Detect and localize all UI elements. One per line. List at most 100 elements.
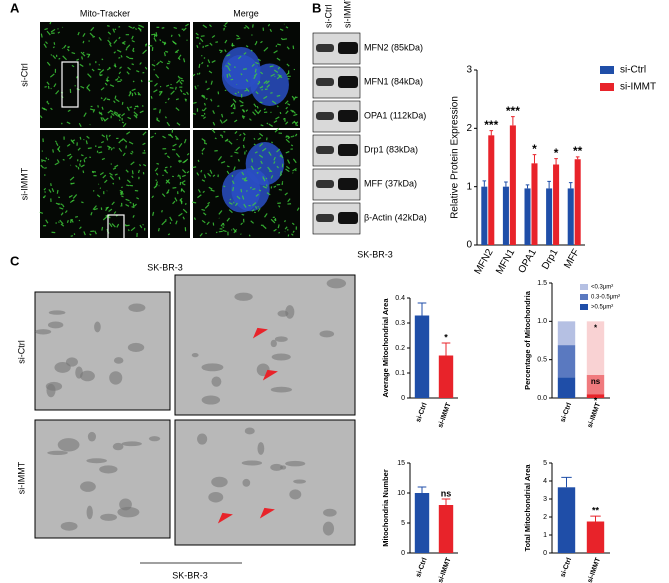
mitochondrion	[182, 93, 186, 96]
arrow	[252, 327, 268, 339]
mitochondrion	[60, 203, 63, 206]
mitochondrion	[269, 28, 273, 33]
mitochondrion	[126, 179, 131, 184]
mitochondrion	[233, 119, 238, 123]
mitochondrion	[45, 219, 49, 224]
mitochondrion	[131, 88, 136, 92]
organelle	[201, 395, 221, 405]
mitochondrion	[278, 231, 281, 234]
mitochondrion	[125, 169, 129, 173]
mitochondrion	[228, 140, 233, 145]
mitochondrion	[241, 115, 246, 118]
mitochondrion	[104, 117, 109, 122]
organelle	[271, 353, 291, 361]
mitochondrion	[44, 191, 47, 193]
mitochondrion	[285, 106, 288, 110]
mitochondrion	[164, 169, 167, 172]
y-tick-label: 0	[401, 395, 405, 402]
mitochondrion	[206, 221, 210, 226]
mitochondrion	[175, 220, 178, 225]
band	[316, 44, 334, 52]
mitochondrion	[205, 142, 208, 145]
mitochondrion	[201, 94, 206, 98]
mitochondrion	[136, 197, 140, 200]
mitochondrion	[249, 186, 252, 189]
em-image	[174, 274, 356, 416]
mitochondrion	[287, 198, 291, 203]
lane-label: si-Ctrl	[323, 5, 333, 29]
mitochondrion	[181, 79, 185, 82]
organelle	[270, 386, 292, 393]
panel-letter: B	[312, 0, 321, 15]
mitochondrion	[207, 172, 212, 177]
mitochondrion	[141, 105, 144, 107]
y-tick-label: 1	[466, 181, 472, 192]
mitochondrion	[169, 87, 174, 89]
mitochondrion	[253, 75, 257, 80]
legend-label: >0.5μm²	[591, 305, 613, 311]
mitochondrion	[99, 69, 105, 74]
mitochondrion	[89, 32, 94, 37]
mitochondrion	[256, 105, 259, 109]
mitochondrion	[43, 107, 48, 111]
mitochondrion	[237, 55, 242, 60]
mitochondrion	[109, 109, 114, 113]
mitochondrion	[39, 115, 43, 119]
mitochondrion	[97, 68, 101, 71]
mitochondrion	[232, 227, 237, 233]
mitochondrion	[55, 90, 60, 95]
mitochondrion	[232, 107, 236, 110]
mitochondrion	[277, 43, 281, 46]
mitochondrion	[127, 66, 131, 71]
mitochondrion	[265, 137, 268, 141]
mitochondrion	[130, 161, 135, 166]
mitochondrion	[57, 148, 61, 153]
y-tick-label: 0	[466, 240, 472, 251]
mitochondrion	[235, 146, 241, 152]
mitochondrion	[287, 103, 291, 106]
mitochondrion	[271, 100, 277, 105]
mitochondrion	[135, 114, 138, 118]
mitochondrion	[261, 147, 267, 152]
mitochondrion	[296, 207, 300, 211]
mitochondrion	[92, 35, 96, 38]
nucleus	[221, 54, 261, 98]
legend-label: <0.3μm²	[591, 285, 613, 291]
arrow	[259, 507, 275, 519]
mitochondrion	[234, 92, 237, 95]
mitochondrion	[220, 222, 224, 227]
mitochondrion	[119, 191, 123, 194]
x-tick-label: si-IMMT	[587, 401, 603, 429]
mitochondrion	[137, 93, 140, 96]
organelle	[112, 442, 124, 451]
mitochondrion	[132, 80, 135, 83]
mitochondrion	[53, 83, 57, 88]
bar	[488, 135, 495, 245]
mitochondrion	[266, 192, 271, 196]
mitochondrion	[100, 87, 105, 91]
mitochondrion	[293, 113, 298, 117]
legend-label: si-IMMT	[620, 82, 656, 93]
mitochondrion	[78, 122, 82, 128]
significance: ***	[484, 118, 498, 132]
mitochondrion	[205, 97, 208, 100]
mitochondrion	[153, 37, 157, 42]
mitochondrion	[130, 226, 136, 232]
mitochondrion	[183, 139, 187, 144]
mitochondrion	[240, 73, 243, 76]
bar	[586, 521, 605, 553]
mitochondrion	[118, 147, 123, 152]
mitochondrion	[62, 55, 67, 61]
mitochondrion	[252, 188, 256, 191]
mitochondrion	[69, 176, 75, 181]
organelle	[208, 491, 224, 503]
mitochondrion	[179, 89, 183, 93]
legend-swatch	[600, 66, 614, 74]
x-tick-label: MFF	[562, 247, 582, 270]
mitochondrion	[135, 27, 137, 30]
bar-segment	[557, 321, 576, 346]
mitochondrion	[255, 193, 259, 197]
mitochondrion	[156, 61, 160, 66]
organelle	[191, 353, 199, 358]
bar	[574, 159, 581, 245]
